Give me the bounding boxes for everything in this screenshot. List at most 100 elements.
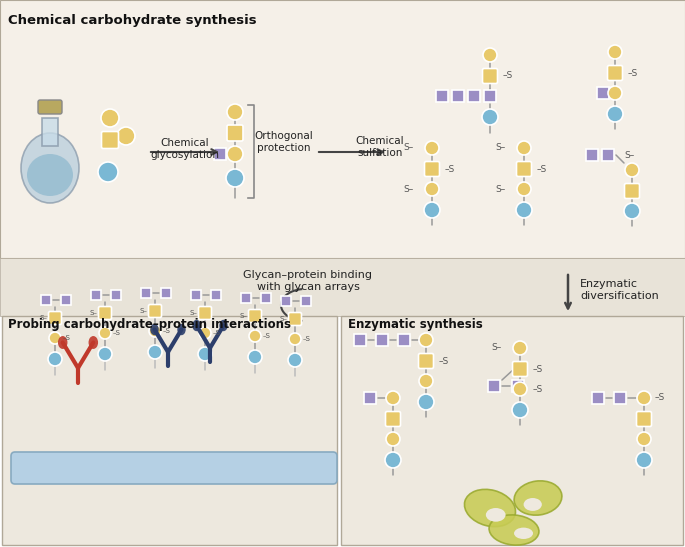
Circle shape xyxy=(625,163,639,177)
Circle shape xyxy=(424,202,440,218)
Circle shape xyxy=(149,325,161,337)
Circle shape xyxy=(419,333,433,347)
Text: S–: S– xyxy=(39,315,47,321)
Circle shape xyxy=(227,146,243,162)
Bar xyxy=(341,316,683,545)
Circle shape xyxy=(288,353,302,367)
Text: Chemical carbohydrate synthesis: Chemical carbohydrate synthesis xyxy=(8,14,257,27)
Text: S–: S– xyxy=(139,308,147,314)
Ellipse shape xyxy=(486,508,506,522)
FancyBboxPatch shape xyxy=(101,131,119,148)
FancyBboxPatch shape xyxy=(419,353,434,369)
Bar xyxy=(0,258,685,316)
Text: –S: –S xyxy=(503,72,513,80)
Circle shape xyxy=(418,394,434,410)
FancyBboxPatch shape xyxy=(608,66,623,80)
Text: –S: –S xyxy=(163,328,171,334)
Ellipse shape xyxy=(489,515,539,545)
FancyBboxPatch shape xyxy=(199,306,212,319)
Circle shape xyxy=(226,169,244,187)
Circle shape xyxy=(512,402,528,418)
Circle shape xyxy=(98,347,112,361)
FancyBboxPatch shape xyxy=(425,161,440,177)
Text: S–: S– xyxy=(496,143,506,153)
FancyBboxPatch shape xyxy=(482,68,497,84)
Text: Orthogonal
protection: Orthogonal protection xyxy=(255,131,313,153)
Circle shape xyxy=(117,127,135,145)
Circle shape xyxy=(101,109,119,127)
Ellipse shape xyxy=(177,324,186,335)
FancyBboxPatch shape xyxy=(38,100,62,114)
FancyBboxPatch shape xyxy=(249,310,262,323)
Circle shape xyxy=(198,347,212,361)
Text: –S: –S xyxy=(533,385,543,393)
Text: –S: –S xyxy=(113,330,121,336)
Circle shape xyxy=(249,330,261,342)
Text: S–: S– xyxy=(279,316,287,322)
Circle shape xyxy=(517,141,531,155)
Text: S–: S– xyxy=(496,184,506,194)
FancyBboxPatch shape xyxy=(149,305,162,317)
Text: –S: –S xyxy=(655,393,665,403)
Circle shape xyxy=(289,333,301,345)
FancyBboxPatch shape xyxy=(11,452,337,484)
Ellipse shape xyxy=(514,481,562,515)
Circle shape xyxy=(385,452,401,468)
Text: S–: S– xyxy=(492,344,502,352)
Text: Glycan–protein binding
with glycan arrays: Glycan–protein binding with glycan array… xyxy=(243,270,373,292)
Bar xyxy=(42,118,58,146)
Bar xyxy=(0,0,685,258)
Circle shape xyxy=(624,203,640,219)
Ellipse shape xyxy=(523,498,542,511)
Ellipse shape xyxy=(58,336,67,349)
FancyBboxPatch shape xyxy=(99,306,112,319)
Ellipse shape xyxy=(464,490,516,527)
Text: Enzymatic
diversification: Enzymatic diversification xyxy=(580,279,659,301)
FancyBboxPatch shape xyxy=(227,125,243,141)
Text: –S: –S xyxy=(439,357,449,365)
Circle shape xyxy=(386,391,400,405)
Circle shape xyxy=(608,86,622,100)
FancyBboxPatch shape xyxy=(636,411,651,427)
Circle shape xyxy=(148,345,162,359)
Text: –S: –S xyxy=(63,335,71,341)
Ellipse shape xyxy=(27,154,73,196)
Ellipse shape xyxy=(21,133,79,203)
FancyBboxPatch shape xyxy=(49,311,62,324)
Circle shape xyxy=(483,48,497,62)
Text: –S: –S xyxy=(303,336,311,342)
Circle shape xyxy=(48,352,62,366)
Text: S–: S– xyxy=(239,313,247,319)
Text: Chemical
glycosylation: Chemical glycosylation xyxy=(151,138,219,160)
Text: S–: S– xyxy=(403,184,414,194)
Text: Chemical
sulfation: Chemical sulfation xyxy=(356,136,404,158)
FancyBboxPatch shape xyxy=(625,183,640,199)
Circle shape xyxy=(425,182,439,196)
Ellipse shape xyxy=(150,324,159,335)
Circle shape xyxy=(637,432,651,446)
Circle shape xyxy=(425,141,439,155)
Circle shape xyxy=(517,182,531,196)
Text: –S: –S xyxy=(263,333,271,339)
Text: –S: –S xyxy=(533,364,543,374)
Text: S–: S– xyxy=(189,310,197,316)
Text: S–: S– xyxy=(89,310,97,316)
Circle shape xyxy=(386,432,400,446)
FancyBboxPatch shape xyxy=(512,362,527,376)
Circle shape xyxy=(98,162,118,182)
FancyBboxPatch shape xyxy=(516,161,532,177)
Text: –S: –S xyxy=(445,165,456,173)
Text: –S: –S xyxy=(628,68,638,78)
Text: Enzymatic synthesis: Enzymatic synthesis xyxy=(348,318,483,331)
Circle shape xyxy=(637,391,651,405)
Ellipse shape xyxy=(88,336,98,349)
Text: Probing carbohydrate–protein interactions: Probing carbohydrate–protein interaction… xyxy=(8,318,291,331)
Text: –S: –S xyxy=(537,165,547,173)
Circle shape xyxy=(49,332,61,344)
Circle shape xyxy=(516,202,532,218)
Circle shape xyxy=(248,350,262,364)
Text: S–: S– xyxy=(403,143,414,153)
Circle shape xyxy=(199,327,211,339)
Circle shape xyxy=(227,104,243,120)
Circle shape xyxy=(513,382,527,396)
